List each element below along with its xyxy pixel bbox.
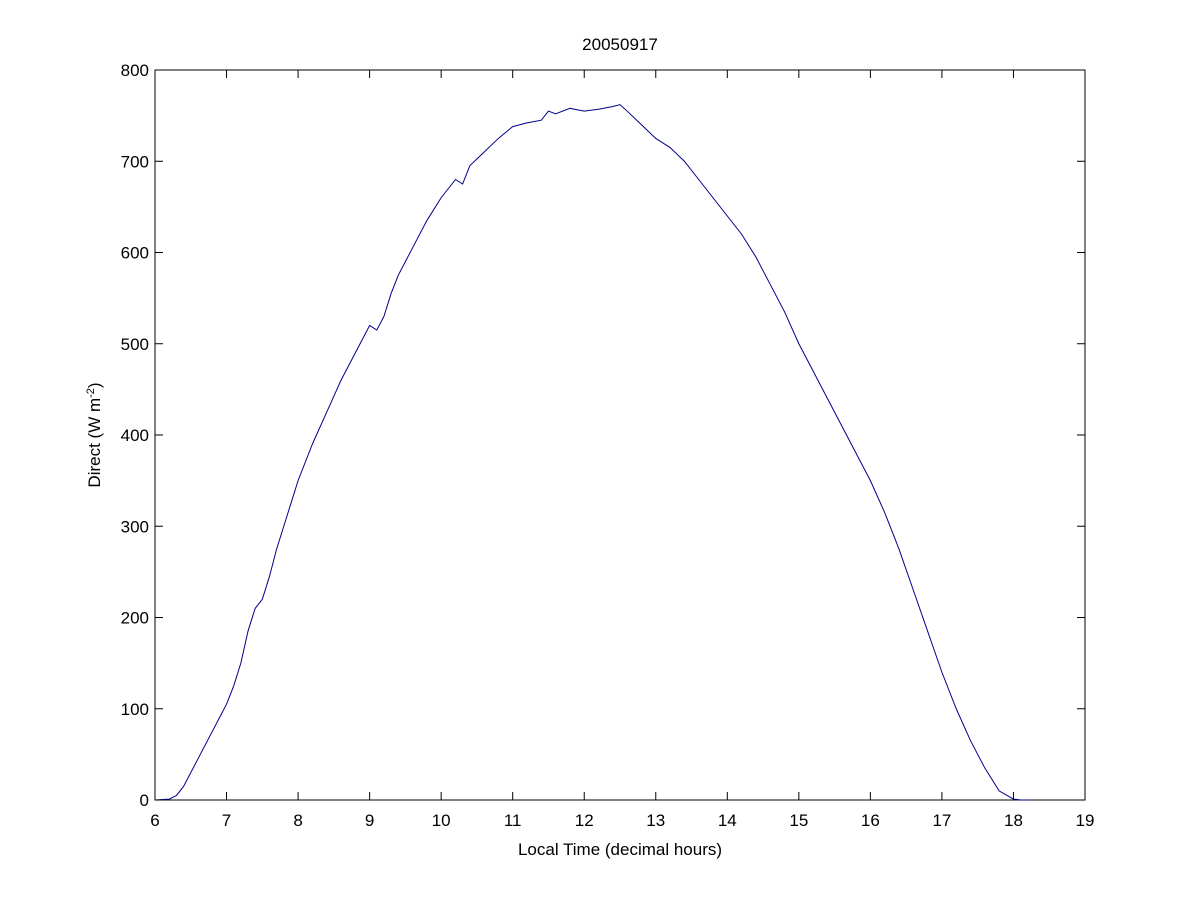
y-tick-label: 600: [121, 244, 149, 263]
x-axis-label: Local Time (decimal hours): [518, 840, 722, 859]
y-axis-label-superscript: -2: [85, 388, 97, 398]
y-tick-label: 0: [140, 791, 149, 810]
y-tick-label: 400: [121, 426, 149, 445]
x-tick-label: 12: [575, 811, 594, 830]
x-tick-label: 13: [646, 811, 665, 830]
y-axis: 0 100 200 300 400 500 600 700 800: [121, 61, 1085, 810]
x-tick-label: 15: [789, 811, 808, 830]
x-axis: 6 7 8 9 10 11 12 13 14 15 16 17 18 19: [150, 70, 1094, 830]
y-tick-label: 700: [121, 152, 149, 171]
x-tick-label: 8: [293, 811, 302, 830]
y-axis-label-main: Direct (W m: [85, 398, 104, 488]
y-tick-label: 500: [121, 335, 149, 354]
y-tick-label: 800: [121, 61, 149, 80]
x-tick-label: 19: [1076, 811, 1095, 830]
x-tick-label: 18: [1004, 811, 1023, 830]
chart-title: 20050917: [582, 35, 658, 54]
y-tick-label: 100: [121, 700, 149, 719]
x-tick-label: 17: [932, 811, 951, 830]
x-tick-label: 10: [432, 811, 451, 830]
y-tick-label: 200: [121, 609, 149, 628]
data-line-series: [154, 104, 1028, 801]
y-axis-label-tail: ): [85, 382, 104, 388]
y-tick-label: 300: [121, 517, 149, 536]
x-tick-label: 7: [222, 811, 231, 830]
x-tick-label: 6: [150, 811, 159, 830]
x-tick-label: 11: [504, 811, 522, 830]
y-axis-label: Direct (W m-2): [85, 382, 104, 487]
x-tick-label: 14: [718, 811, 737, 830]
x-tick-label: 16: [861, 811, 880, 830]
x-tick-label: 9: [365, 811, 374, 830]
